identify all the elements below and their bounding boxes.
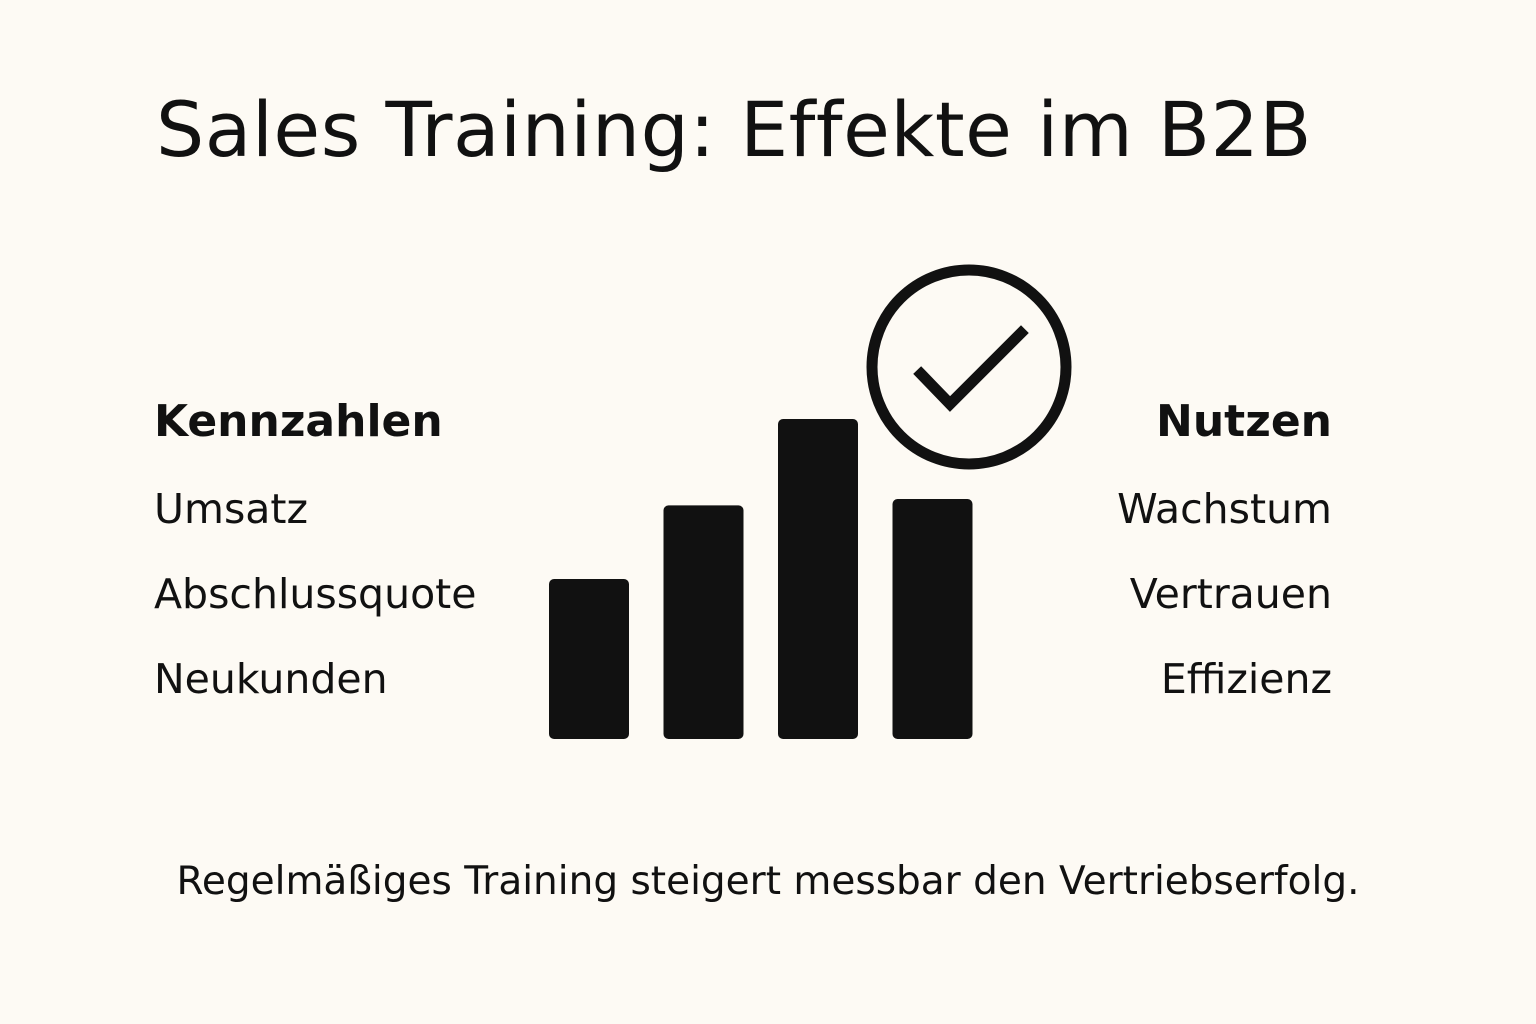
bar-2 <box>663 505 744 739</box>
bar-4 <box>892 499 973 739</box>
kennzahlen-list: Kennzahlen Umsatz Abschlussquote Neukund… <box>154 400 534 744</box>
check-circle-ring <box>866 264 1072 470</box>
bar-1 <box>549 579 629 739</box>
nutzen-item-wachstum: Wachstum <box>1117 485 1332 533</box>
nutzen-item-vertrauen: Vertrauen <box>1129 570 1332 618</box>
bar-graphic <box>549 264 1072 739</box>
kennzahl-item-abschlussquote: Abschlussquote <box>154 570 477 618</box>
bar-group <box>549 419 973 739</box>
page-title: Sales Training: Effekte im B2B <box>156 85 1313 174</box>
kennzahl-item-neukunden: Neukunden <box>154 655 388 703</box>
footer-statement: Regelmäßiges Training steigert messbar d… <box>176 859 1360 904</box>
check-circle-icon <box>866 264 1072 470</box>
kennzahl-item-umsatz: Umsatz <box>154 485 309 533</box>
bar-3 <box>778 419 858 739</box>
nutzen-heading: Nutzen <box>1156 396 1332 447</box>
nutzen-item-effizienz: Effizienz <box>1160 655 1332 703</box>
nutzen-list: Nutzen Wachstum Vertrauen Effizienz <box>952 400 1332 744</box>
checkmark-icon <box>913 325 1029 412</box>
kennzahlen-heading: Kennzahlen <box>154 396 443 447</box>
